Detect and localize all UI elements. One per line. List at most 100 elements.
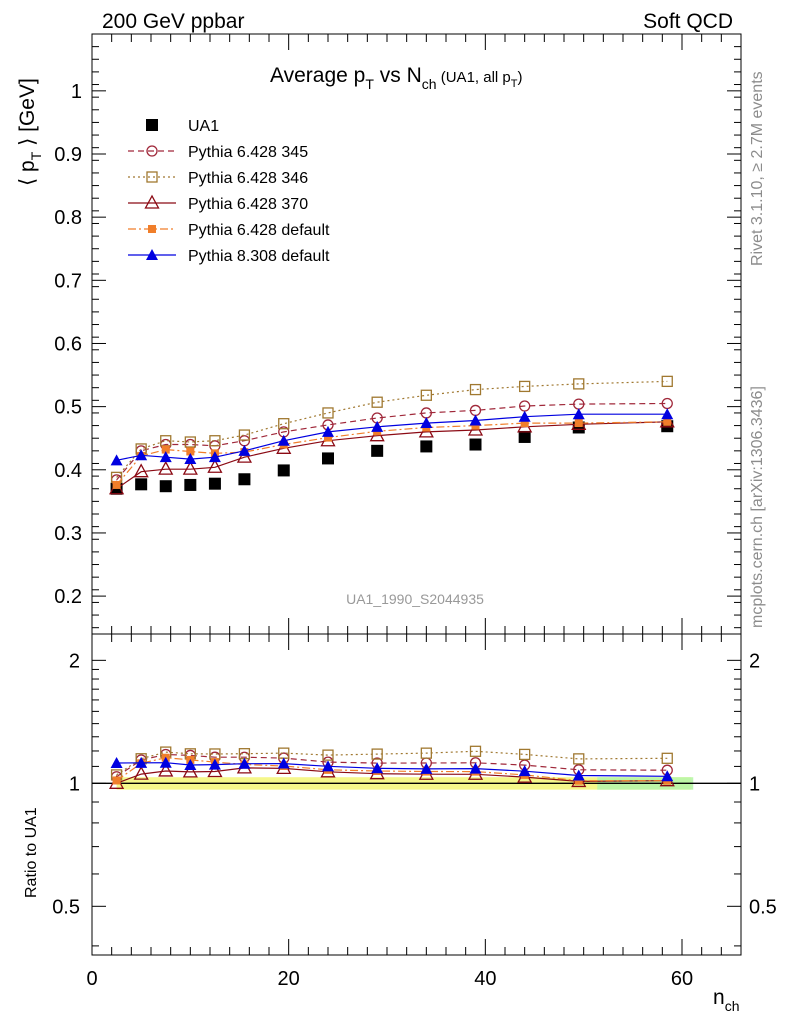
data-point [158, 460, 174, 475]
data-point [663, 417, 672, 426]
legend-item: Pythia 6.428 346 [128, 170, 308, 187]
data-point [661, 408, 674, 420]
ratio-y-tick-label: 1 [69, 773, 80, 795]
data-point [371, 748, 383, 760]
data-point [371, 420, 384, 432]
data-point [110, 756, 123, 768]
data-point [208, 477, 221, 490]
data-point [182, 763, 198, 778]
data-point [573, 378, 585, 390]
x-axis-label: nch [713, 986, 739, 1014]
series-line [116, 421, 668, 486]
ratio-series-2 [110, 745, 673, 781]
legend-label: Pythia 8.308 default [188, 248, 330, 265]
data-point [322, 749, 334, 761]
series-line [116, 380, 668, 478]
series-line [116, 413, 668, 461]
analysis-id: UA1_1990_S2044935 [346, 591, 484, 607]
legend: UA1 Pythia 6.428 345 Pythia 6.428 346 Pythi… [128, 118, 330, 265]
data-point [236, 448, 253, 463]
y-tick-label: 0.4 [54, 460, 82, 482]
data-point [518, 765, 531, 777]
x-tick-label: 60 [671, 968, 693, 990]
data-point [322, 425, 334, 437]
legend-item: Pythia 6.428 370 [128, 194, 308, 213]
data-point [661, 770, 674, 782]
y-tick-label: 0.9 [54, 144, 82, 166]
ratio-y-axis-label: Ratio to UA1 [23, 807, 40, 898]
y-tick-label: 1 [71, 81, 82, 103]
data-point [469, 745, 482, 757]
data-point [661, 375, 673, 388]
ratio-line [116, 753, 668, 778]
series-4 [112, 417, 672, 489]
data-point [146, 171, 158, 183]
data-point [661, 752, 673, 764]
legend-item: UA1 [146, 118, 219, 135]
data-point [184, 436, 196, 448]
series-0 [110, 420, 674, 495]
data-point [572, 408, 585, 420]
data-point [471, 421, 480, 430]
legend-label: Pythia 6.428 345 [188, 144, 308, 161]
legend-item: Pythia 6.428 345 [128, 144, 308, 161]
data-point [209, 435, 221, 447]
data-point [322, 760, 334, 772]
data-point [158, 762, 174, 777]
series-5 [110, 408, 674, 466]
data-point [238, 429, 251, 441]
data-point [146, 119, 158, 131]
data-point [277, 757, 290, 769]
data-point [277, 434, 290, 446]
ratio-series-5 [110, 756, 674, 782]
data-point [146, 145, 158, 157]
data-point [519, 748, 531, 761]
data-point [420, 417, 433, 429]
data-point [184, 478, 197, 491]
mcplots-label: mcplots.cern.ch [arXiv:1306.3436] [749, 386, 766, 628]
data-point [238, 757, 251, 769]
data-point [420, 389, 432, 401]
data-point [135, 449, 148, 461]
series-2 [110, 375, 673, 484]
data-point [574, 419, 583, 428]
y-tick-label: 0.7 [54, 270, 82, 292]
data-point [238, 473, 251, 486]
x-tick-label: 0 [86, 968, 97, 990]
data-point [186, 447, 195, 456]
legend-label: UA1 [188, 118, 219, 135]
data-point [148, 225, 156, 233]
data-point [133, 765, 149, 780]
x-tick-label: 40 [474, 968, 496, 990]
data-point [110, 454, 123, 466]
data-point [519, 380, 531, 393]
ratio-y-tick-label-right: 2 [749, 650, 760, 672]
data-point [159, 756, 172, 768]
x-tick-label: 20 [278, 968, 300, 990]
data-point [278, 418, 290, 430]
data-point [322, 407, 334, 419]
y-tick-label: 0.2 [54, 586, 82, 608]
data-point [573, 753, 585, 765]
data-point [144, 194, 160, 209]
data-point [371, 762, 384, 774]
header-right: Soft QCD [643, 10, 733, 33]
data-point [518, 410, 531, 422]
data-point [238, 444, 251, 456]
ratio-line [116, 757, 668, 782]
chart-title: Average pT vs Nch (UA1, all pT) [270, 64, 523, 92]
data-point [161, 445, 170, 454]
data-point [469, 438, 482, 451]
ratio-panel: 0.5 0.5 1 1 2 2 0 20 40 60 [52, 633, 777, 990]
ratio-line [116, 750, 668, 776]
data-point [469, 762, 482, 774]
ratio-y-tick-label: 2 [69, 650, 80, 672]
data-point [371, 444, 384, 457]
y-tick-label: 0.8 [54, 207, 82, 229]
data-point [572, 769, 585, 781]
data-point [182, 460, 198, 475]
data-point [112, 776, 121, 785]
main-panel: 0.2 0.3 0.4 0.5 0.6 0.7 0.8 0.9 1 [54, 33, 742, 635]
ratio-y-tick-label: 0.5 [52, 896, 80, 918]
